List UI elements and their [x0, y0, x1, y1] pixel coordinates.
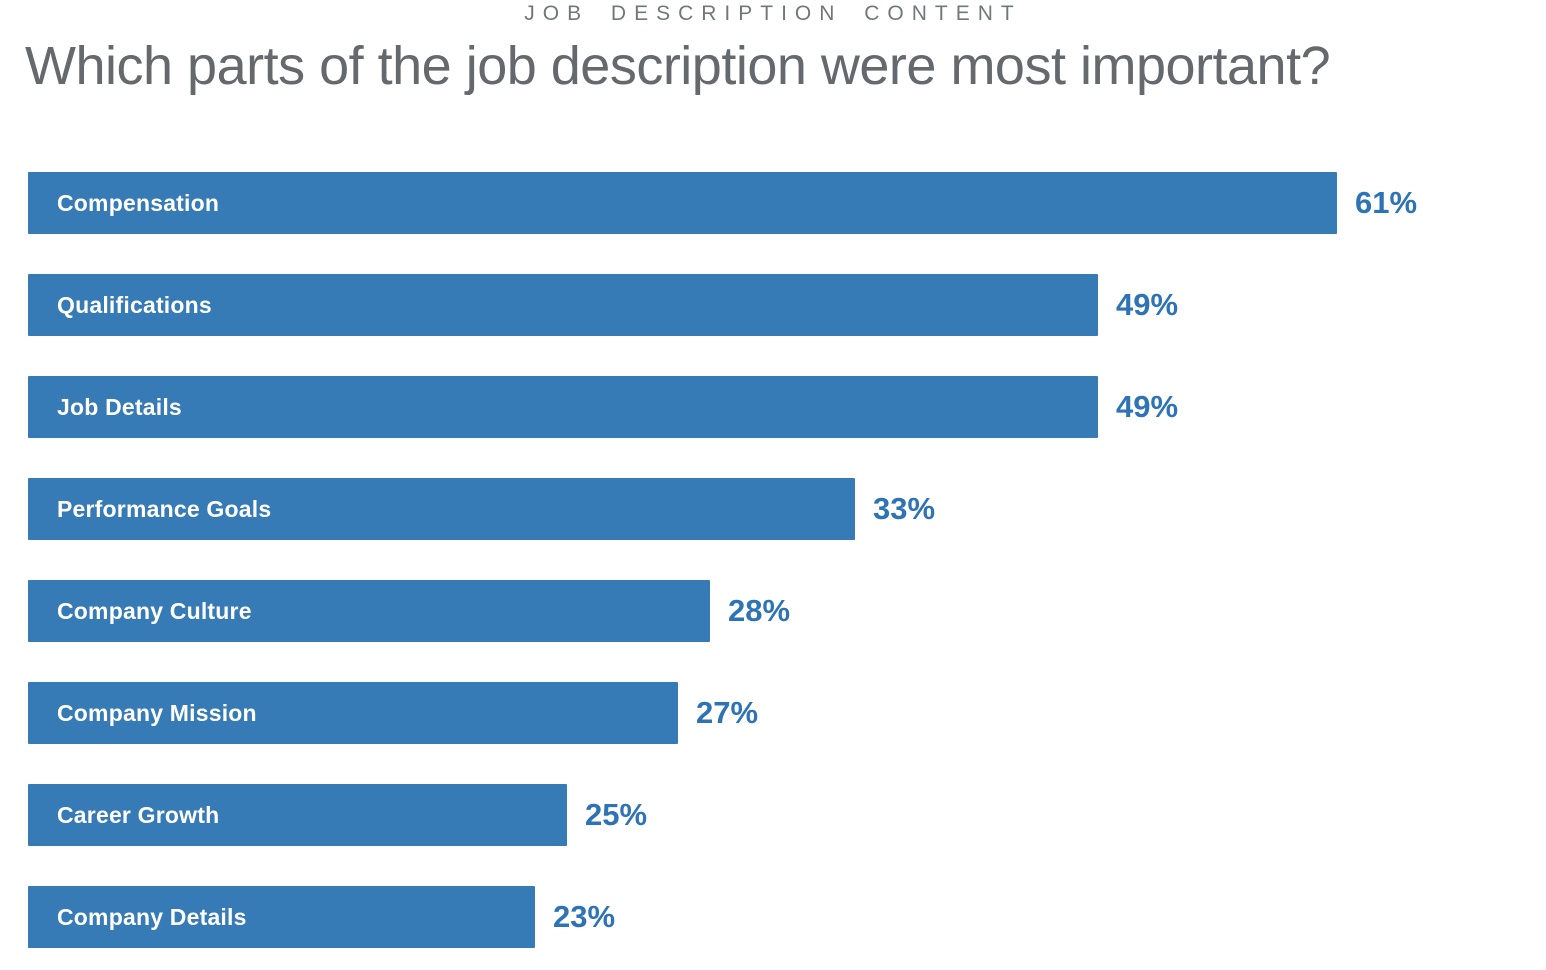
chart-title: Which parts of the job description were …	[25, 36, 1331, 96]
bar: Career Growth	[28, 784, 567, 846]
bar-label: Company Culture	[57, 597, 252, 624]
bar-label: Company Details	[57, 903, 247, 930]
bar-value: 33%	[873, 491, 936, 526]
bar-value: 27%	[696, 695, 759, 730]
bar: Company Details	[28, 886, 535, 948]
bar: Compensation	[28, 172, 1337, 234]
bar-label: Compensation	[57, 189, 220, 216]
bar: Job Details	[28, 376, 1098, 438]
bar-value: 25%	[585, 797, 648, 832]
bar-label: Performance Goals	[57, 495, 272, 522]
bar-value: 49%	[1116, 287, 1179, 322]
bar-label: Company Mission	[57, 699, 257, 726]
chart-kicker: JOB DESCRIPTION CONTENT	[524, 2, 1022, 25]
bar-label: Job Details	[57, 393, 182, 420]
bar-row: Company Mission 27%	[28, 682, 1546, 744]
bar: Performance Goals	[28, 478, 855, 540]
bar-row: Company Culture 28%	[28, 580, 1546, 642]
bar-row: Job Details 49%	[28, 376, 1546, 438]
bar-row: Performance Goals 33%	[28, 478, 1546, 540]
bar-value: 49%	[1116, 389, 1179, 424]
bar: Company Mission	[28, 682, 678, 744]
bar: Company Culture	[28, 580, 710, 642]
bar-label: Career Growth	[57, 801, 220, 828]
bar-value: 28%	[728, 593, 791, 628]
bar-row: Compensation 61%	[28, 172, 1546, 234]
bar-value: 23%	[553, 899, 616, 934]
bar-label: Qualifications	[57, 291, 212, 318]
bar-row: Company Details 23%	[28, 886, 1546, 948]
bar-value: 61%	[1355, 185, 1418, 220]
bar-row: Qualifications 49%	[28, 274, 1546, 336]
bar-row: Career Growth 25%	[28, 784, 1546, 846]
bar-chart: Compensation 61% Qualifications 49% Job Deta…	[0, 172, 1546, 948]
bar: Qualifications	[28, 274, 1098, 336]
